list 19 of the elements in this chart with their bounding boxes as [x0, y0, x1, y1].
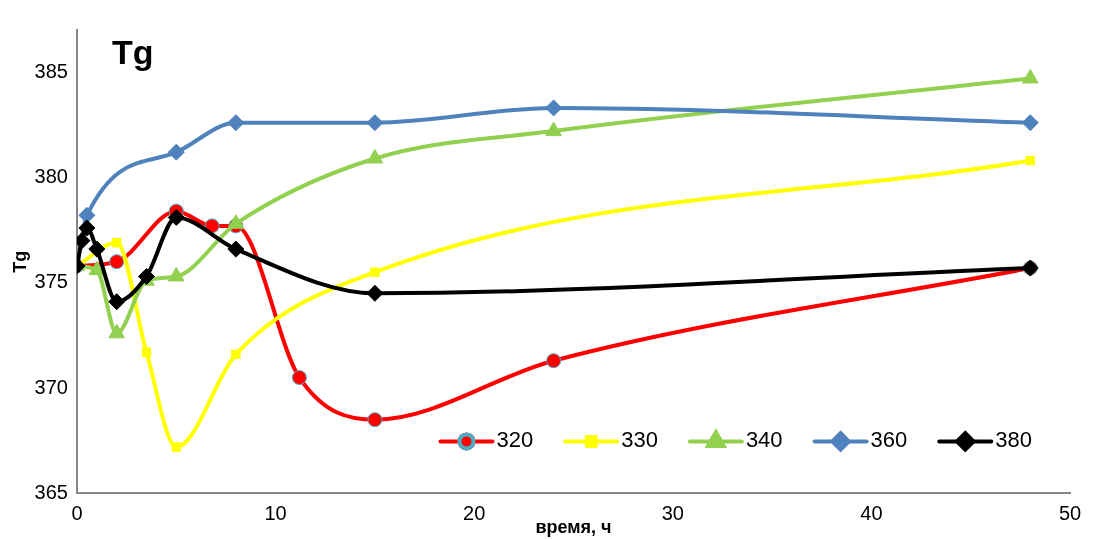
x-tick-label: 50	[1058, 501, 1082, 524]
legend-label: 340	[745, 427, 783, 453]
y-tick-label: 370	[34, 375, 68, 398]
legend-label: 360	[870, 427, 908, 453]
legend-label: 330	[621, 427, 658, 453]
x-tick-label: 30	[661, 501, 684, 524]
y-tick-label: 380	[34, 164, 68, 187]
y-axis-title: Tg	[9, 250, 30, 273]
x-tick-label: 0	[71, 501, 83, 524]
chart-title: Tg	[111, 33, 154, 72]
x-axis-title: время, ч	[535, 517, 612, 538]
legend-label: 320	[496, 427, 534, 453]
y-tick-label: 365	[34, 480, 68, 503]
x-tick-label: 40	[860, 501, 883, 524]
legend-label: 380	[995, 427, 1033, 453]
y-tick-label: 375	[34, 270, 68, 293]
y-tick-label: 385	[34, 59, 68, 82]
x-tick-label: 20	[463, 501, 486, 524]
x-tick-label: 10	[264, 501, 287, 524]
